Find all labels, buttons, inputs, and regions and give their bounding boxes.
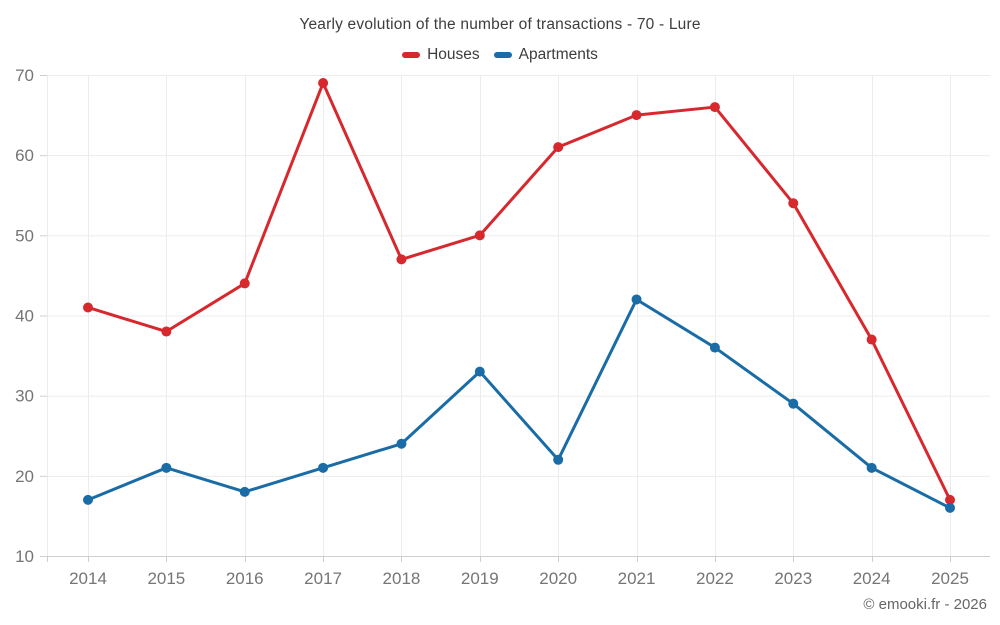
data-point-apartments-2021 xyxy=(631,294,642,305)
chart-legend: Houses Apartments xyxy=(0,46,1000,64)
data-point-houses-2025 xyxy=(945,494,955,505)
data-point-houses-2023 xyxy=(788,198,799,209)
chart-title: Yearly evolution of the number of transa… xyxy=(299,16,701,33)
data-point-apartments-2020 xyxy=(553,454,564,465)
data-point-apartments-2022 xyxy=(709,342,720,353)
data-point-houses-2020 xyxy=(553,142,564,153)
data-point-apartments-2015 xyxy=(161,462,172,473)
x-axis-tick-label: 2021 xyxy=(618,569,656,588)
copyright-text: © emooki.fr - 2026 xyxy=(863,596,987,613)
data-point-apartments-2016 xyxy=(239,486,250,497)
legend-label-houses: Houses xyxy=(427,46,480,63)
data-point-houses-2024 xyxy=(866,334,877,345)
y-axis-tick-label: 30 xyxy=(15,387,34,406)
data-point-apartments-2024 xyxy=(866,462,877,473)
data-point-houses-2022 xyxy=(709,102,720,113)
data-point-apartments-2014 xyxy=(83,494,93,505)
x-axis-tick-label: 2020 xyxy=(539,569,577,588)
y-axis-tick-label: 20 xyxy=(15,467,34,486)
houses-legend-swatch-icon xyxy=(402,52,421,58)
data-point-houses-2021 xyxy=(631,110,642,121)
data-point-houses-2015 xyxy=(161,326,172,337)
y-axis-tick-label: 10 xyxy=(15,547,34,566)
legend-label-apartments: Apartments xyxy=(518,46,598,63)
apartments-legend-swatch-icon xyxy=(493,52,512,58)
data-point-houses-2016 xyxy=(239,278,250,289)
data-point-apartments-2017 xyxy=(318,462,329,473)
y-axis-tick-label: 70 xyxy=(15,66,34,85)
x-axis-tick-label: 2022 xyxy=(696,569,734,588)
x-axis-tick-label: 2014 xyxy=(69,569,107,588)
data-point-apartments-2019 xyxy=(474,366,485,377)
data-point-apartments-2023 xyxy=(788,398,799,409)
data-point-apartments-2018 xyxy=(396,438,407,449)
data-point-houses-2018 xyxy=(396,254,407,265)
x-axis-tick-label: 2017 xyxy=(304,569,342,588)
x-axis-tick-label: 2019 xyxy=(461,569,499,588)
data-point-houses-2017 xyxy=(318,78,329,89)
x-axis-tick-label: 2015 xyxy=(147,569,185,588)
y-axis-tick-label: 60 xyxy=(15,146,34,165)
legend-item-houses[interactable]: Houses xyxy=(402,46,480,64)
legend-item-apartments[interactable]: Apartments xyxy=(493,46,598,64)
x-axis-tick-label: 2024 xyxy=(853,569,891,588)
y-axis-tick-label: 50 xyxy=(15,226,34,245)
data-point-apartments-2025 xyxy=(945,502,955,513)
data-point-houses-2014 xyxy=(83,302,93,313)
x-axis-tick-label: 2018 xyxy=(383,569,421,588)
x-axis-tick-label: 2016 xyxy=(226,569,264,588)
data-point-houses-2019 xyxy=(474,230,485,241)
x-axis-tick-label: 2025 xyxy=(931,569,969,588)
series-line-apartments xyxy=(86,297,952,510)
series-line-houses xyxy=(86,81,952,502)
x-axis-tick-label: 2023 xyxy=(774,569,812,588)
y-axis-tick-label: 40 xyxy=(15,307,34,326)
